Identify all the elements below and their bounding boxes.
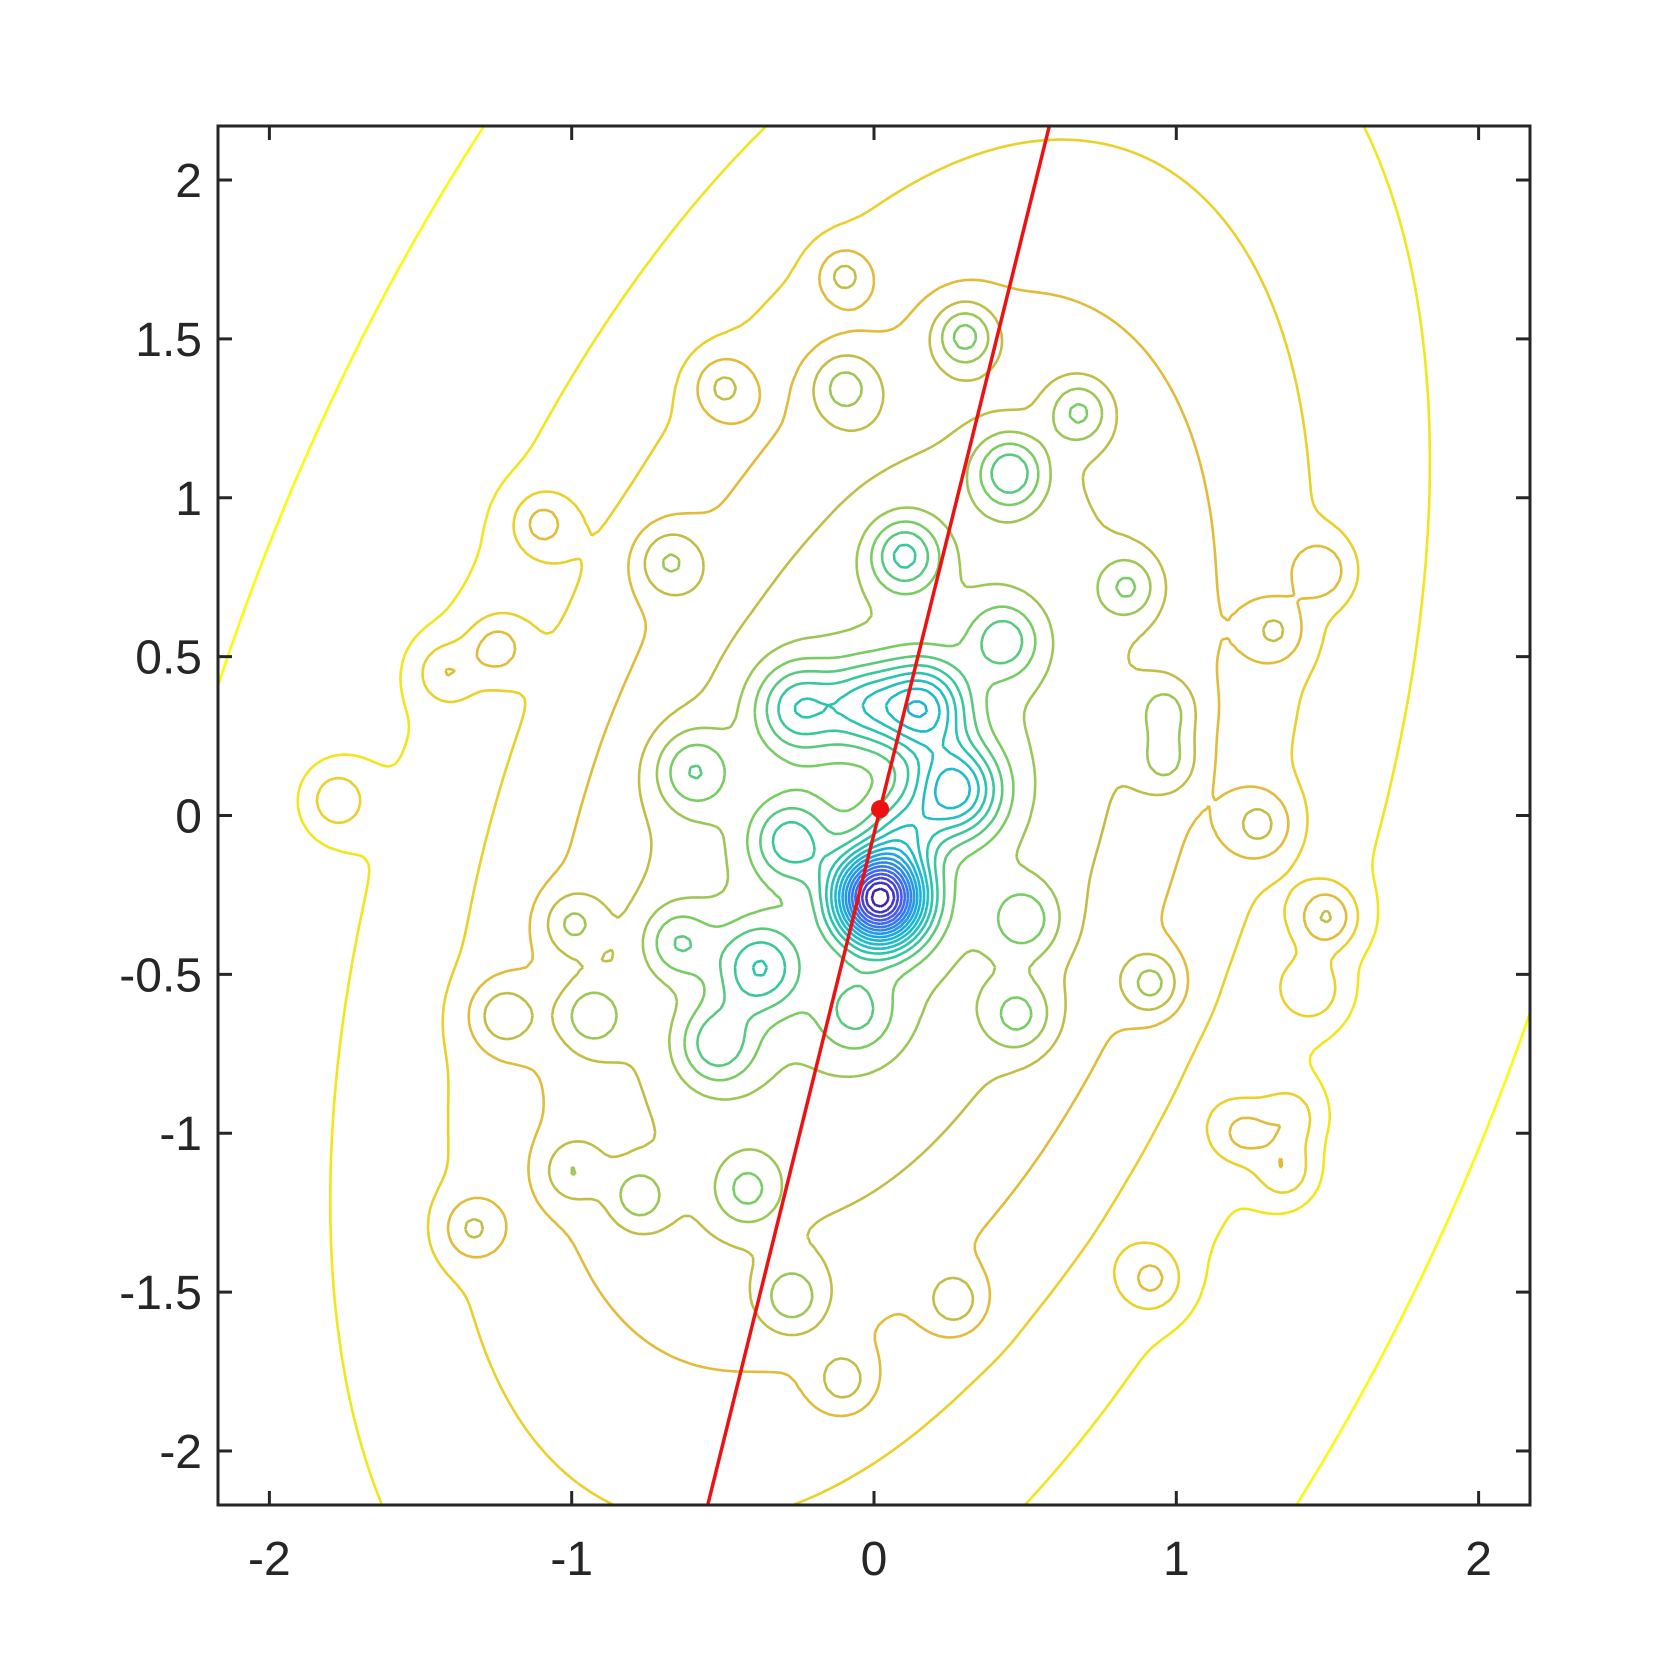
contour-level bbox=[853, 868, 907, 926]
contour-level bbox=[562, 312, 1183, 1319]
y-tick-label: -2 bbox=[159, 1426, 202, 1479]
y-axis-tick-labels: -2 -1.5 -1 -0.5 0 0.5 1 1.5 2 bbox=[119, 155, 202, 1479]
y-tick-label: 2 bbox=[175, 155, 202, 208]
contour-level bbox=[751, 671, 988, 977]
x-tick-label: -1 bbox=[550, 1533, 593, 1586]
contour-level bbox=[850, 865, 910, 929]
x-tick-label: -2 bbox=[248, 1533, 291, 1586]
contour-level bbox=[464, 264, 1333, 1399]
x-tick-label: 1 bbox=[1163, 1533, 1190, 1586]
contour-level bbox=[860, 876, 900, 918]
contour-level bbox=[864, 881, 896, 914]
contour-level bbox=[218, 126, 1530, 1505]
y-tick-label: 0.5 bbox=[135, 632, 202, 685]
contour-level bbox=[834, 687, 972, 946]
y-tick-label: -1 bbox=[159, 1108, 202, 1161]
overlay-layer bbox=[706, 126, 1052, 1505]
axis-ticks bbox=[218, 126, 1530, 1505]
contour-level bbox=[829, 679, 980, 951]
x-tick-label: 2 bbox=[1465, 1533, 1492, 1586]
red-point bbox=[871, 800, 890, 819]
y-tick-label: -1.5 bbox=[119, 1267, 202, 1320]
contour-level bbox=[655, 323, 1137, 1205]
contour-level bbox=[837, 700, 928, 942]
contour-level bbox=[673, 453, 1029, 1067]
contour-level bbox=[315, 138, 1360, 1505]
y-tick-label: 0 bbox=[175, 791, 202, 844]
x-tick-label: 0 bbox=[861, 1533, 888, 1586]
contour-level bbox=[733, 543, 996, 998]
contour-level bbox=[296, 126, 1432, 1505]
y-tick-label: 1 bbox=[175, 473, 202, 526]
contour-lines bbox=[218, 126, 1530, 1505]
contour-level bbox=[857, 872, 903, 922]
contour-level bbox=[844, 857, 916, 936]
contour-level bbox=[870, 887, 890, 908]
contour-level bbox=[444, 249, 1348, 1418]
y-tick-label: 1.5 bbox=[135, 314, 202, 367]
contour-level bbox=[841, 852, 919, 939]
x-axis-tick-labels: -2 -1 0 1 2 bbox=[248, 1533, 1492, 1586]
y-tick-label: -0.5 bbox=[119, 949, 202, 1002]
